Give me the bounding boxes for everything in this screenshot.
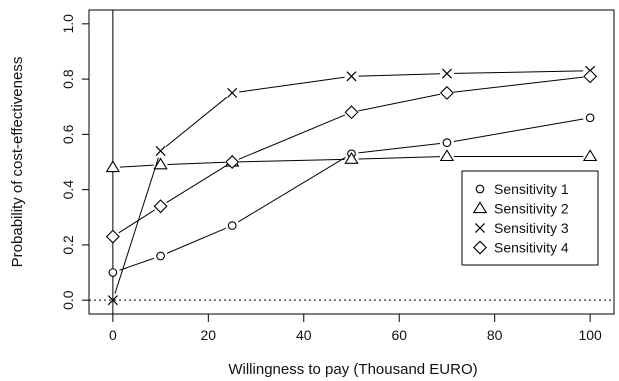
- series-line-segment: [358, 157, 439, 159]
- data-point-circle: [109, 269, 117, 277]
- series-line-segment: [358, 74, 439, 76]
- legend-circle-icon: [476, 185, 484, 193]
- legend-label: Sensitivity 1: [494, 181, 569, 197]
- x-tick-label: 0: [109, 327, 117, 343]
- data-point-cross: [228, 88, 237, 97]
- data-point-circle: [586, 114, 594, 122]
- series-line-segment: [454, 71, 583, 73]
- data-point-cross: [156, 146, 165, 155]
- series-line-segment: [358, 94, 440, 111]
- y-tick-label: 0.0: [60, 290, 76, 310]
- data-point-circle: [443, 139, 451, 147]
- x-axis-title: Willingness to pay (Thousand EURO): [228, 361, 477, 378]
- series-line-segment: [168, 162, 226, 164]
- data-point-diamond: [441, 87, 453, 99]
- data-point-diamond: [107, 230, 119, 242]
- series-line-segment: [166, 97, 227, 146]
- series-line-segment: [119, 210, 155, 233]
- x-tick-label: 20: [201, 327, 217, 343]
- y-tick-label: 0.4: [60, 180, 76, 200]
- x-axis: 0 20 40 60 80 100: [109, 314, 602, 343]
- data-point-diamond: [345, 106, 357, 118]
- series-line-segment: [167, 228, 226, 253]
- legend: Sensitivity 1 Sensitivity 2 Sensitivity 3 S…: [462, 171, 598, 265]
- data-point-triangle: [441, 150, 453, 160]
- x-tick-label: 100: [578, 327, 602, 343]
- series-line-segment: [238, 157, 345, 222]
- data-point-circle: [228, 222, 236, 230]
- y-tick-label: 0.2: [60, 235, 76, 255]
- y-tick-label: 0.8: [60, 69, 76, 89]
- series-line-segment: [239, 77, 344, 92]
- y-axis-title: Probability of cost-effectiveness: [9, 57, 26, 268]
- series-2: [107, 150, 597, 171]
- data-point-circle: [157, 252, 165, 260]
- legend-label: Sensitivity 3: [494, 220, 569, 236]
- legend-label: Sensitivity 4: [494, 240, 569, 256]
- series-line-segment: [239, 115, 345, 159]
- legend-label: Sensitivity 2: [494, 201, 569, 217]
- data-point-cross: [442, 69, 451, 78]
- series-line-segment: [167, 166, 227, 203]
- series-line-segment: [239, 159, 344, 161]
- series-line-segment: [120, 165, 154, 167]
- data-point-triangle: [584, 150, 596, 160]
- data-point-triangle: [107, 161, 119, 171]
- x-tick-label: 40: [296, 327, 312, 343]
- data-point-triangle: [345, 153, 357, 163]
- data-point-diamond: [154, 200, 166, 212]
- data-point-cross: [347, 72, 356, 81]
- series-line-segment: [454, 77, 583, 92]
- series-line-segment: [358, 143, 440, 152]
- y-axis: 0.0 0.2 0.4 0.6 0.8 1.0: [60, 14, 89, 310]
- series-line-segment: [115, 158, 158, 294]
- y-tick-label: 1.0: [60, 14, 76, 34]
- series-line-segment: [454, 119, 583, 141]
- x-tick-label: 60: [391, 327, 407, 343]
- y-tick-label: 0.6: [60, 124, 76, 144]
- x-tick-label: 80: [487, 327, 503, 343]
- data-point-diamond: [584, 70, 596, 82]
